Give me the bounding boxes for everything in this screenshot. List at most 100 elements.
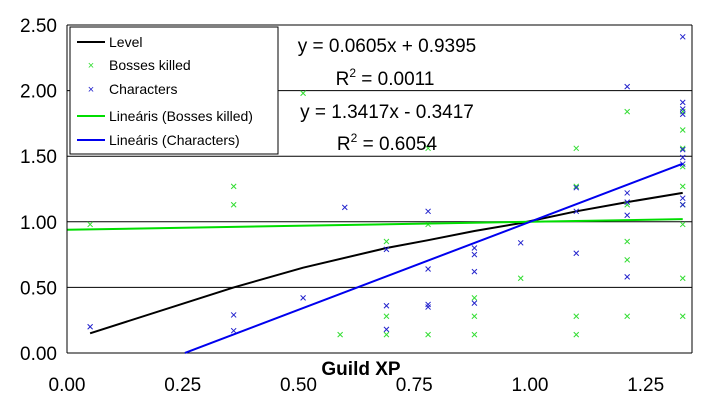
bosses-r2-prefix: R <box>336 69 350 90</box>
y-tick-label: 2.50 <box>20 16 57 37</box>
characters-r2-prefix: R <box>337 134 351 155</box>
x-tick-label: 1.25 <box>627 375 664 396</box>
point-characters <box>573 250 580 257</box>
series-line-level <box>89 191 683 335</box>
point-stroke <box>425 266 431 272</box>
point-characters <box>471 245 478 251</box>
point-stroke <box>517 275 524 282</box>
point-bosses-killed <box>573 183 580 190</box>
point-stroke <box>471 245 478 251</box>
characters-equation: y = 1.3417x - 0.3417 <box>300 102 474 123</box>
point-stroke <box>471 251 478 258</box>
point-bosses-killed <box>573 313 580 320</box>
point-stroke <box>624 199 631 205</box>
point-bosses-killed <box>425 331 431 338</box>
point-stroke <box>679 111 686 118</box>
point-characters <box>624 199 631 205</box>
point-characters <box>341 204 348 211</box>
point-characters <box>471 300 478 306</box>
y-tick-label: 1.50 <box>20 147 57 168</box>
plot-series <box>66 33 686 354</box>
point-bosses-killed <box>679 221 686 228</box>
point-characters <box>679 106 686 112</box>
point-bosses-killed <box>624 238 631 245</box>
point-bosses-killed <box>337 331 344 338</box>
bosses-equation: y = 0.0605x + 0.9395 <box>298 36 477 57</box>
point-stroke <box>679 221 686 228</box>
point-bosses-killed <box>471 295 478 301</box>
point-stroke <box>679 99 686 106</box>
point-characters <box>425 266 431 272</box>
point-characters <box>624 83 631 90</box>
y-tick-label: 0.50 <box>20 278 57 299</box>
point-stroke <box>624 201 631 208</box>
point-characters <box>300 295 306 301</box>
point-stroke <box>624 108 631 115</box>
point-stroke <box>471 268 478 275</box>
trendline-line-ris-characters <box>184 162 684 354</box>
point-bosses-killed <box>230 201 237 208</box>
point-bosses-killed <box>679 127 686 133</box>
point-characters <box>517 239 524 246</box>
point-stroke <box>471 300 478 306</box>
point-stroke <box>679 146 686 153</box>
axes: 0.00 0.50 1.00 1.50 2.00 2.50 0.00 0.25 0.50 0.75… <box>20 16 693 396</box>
point-bosses-killed <box>573 331 580 338</box>
point-characters <box>471 251 478 258</box>
point-bosses-killed <box>573 145 580 152</box>
point-stroke <box>383 326 390 333</box>
point-bosses-killed <box>517 275 524 282</box>
legend-label-trend-bosses: Lineáris (Bosses killed) <box>109 108 253 124</box>
point-characters <box>425 301 431 308</box>
point-stroke <box>679 201 686 208</box>
point-bosses-killed <box>679 313 686 320</box>
bosses-r2-value: = 0.0011 <box>356 69 434 90</box>
point-bosses-killed <box>471 313 478 320</box>
point-stroke <box>624 274 631 280</box>
point-stroke <box>624 256 631 263</box>
point-stroke <box>230 201 237 208</box>
point-stroke <box>679 108 686 115</box>
point-stroke <box>573 184 580 191</box>
legend: Level × Bosses killed × Characters Lineá… <box>69 26 279 155</box>
point-stroke <box>383 313 390 320</box>
point-stroke <box>383 302 390 309</box>
point-characters <box>425 208 431 215</box>
point-characters <box>573 208 580 215</box>
point-stroke <box>624 212 631 219</box>
point-stroke <box>679 195 686 202</box>
point-stroke <box>471 313 478 320</box>
point-characters <box>425 304 431 310</box>
point-stroke <box>679 145 686 152</box>
point-bosses-killed <box>624 108 631 115</box>
point-stroke <box>517 239 524 246</box>
trendline-line-ris-bosses-killed <box>66 218 683 231</box>
y-tick-label: 2.00 <box>20 82 57 103</box>
point-stroke <box>87 221 94 228</box>
characters-r2-sup: 2 <box>351 131 358 145</box>
point-characters <box>679 201 686 208</box>
point-characters <box>624 190 631 196</box>
legend-label-level: Level <box>109 34 142 50</box>
point-stroke <box>300 90 306 97</box>
point-bosses-killed <box>471 331 478 338</box>
point-stroke <box>573 208 580 215</box>
bosses-r2: R2 = 0.0011 <box>336 66 435 90</box>
point-characters <box>679 195 686 202</box>
point-stroke <box>425 304 431 310</box>
point-stroke <box>679 154 686 161</box>
legend-label-characters: Characters <box>109 81 177 97</box>
point-characters <box>624 212 631 219</box>
point-characters <box>679 111 686 118</box>
x-tick-label: 0.50 <box>280 375 317 396</box>
point-stroke <box>573 183 580 190</box>
point-stroke <box>679 163 686 170</box>
point-stroke <box>383 238 390 245</box>
point-characters <box>679 33 686 40</box>
x-tick-label: 0.25 <box>164 375 201 396</box>
point-stroke <box>573 250 580 257</box>
point-stroke <box>573 313 580 320</box>
point-stroke <box>624 190 631 196</box>
point-stroke <box>624 238 631 245</box>
